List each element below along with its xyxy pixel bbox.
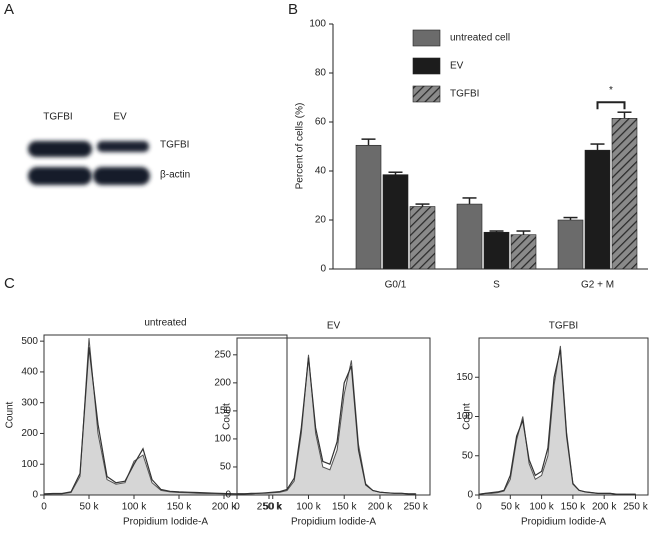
- legend-swatch: [412, 85, 441, 103]
- y-tick-label: 20: [315, 215, 327, 226]
- area: [236, 354, 417, 496]
- x-tick-label: 200 k: [592, 502, 617, 513]
- panel-label: C: [4, 275, 15, 292]
- x-tick-label: 100 k: [122, 502, 147, 513]
- y-axis-label: Count: [462, 403, 473, 430]
- line: [237, 357, 416, 495]
- y-axis-label: Count: [5, 401, 16, 428]
- x-tick-label: G2 + M: [581, 280, 614, 291]
- x-tick-label: 0: [234, 502, 240, 513]
- y-tick-label: 100: [214, 434, 231, 445]
- bar: [355, 144, 382, 270]
- y-tick-label: 200: [214, 377, 231, 388]
- y-tick-label: 40: [315, 166, 327, 177]
- bar: [611, 118, 638, 270]
- x-tick-label: 150 k: [332, 502, 357, 513]
- bar: [382, 174, 409, 270]
- y-tick-label: 60: [315, 117, 327, 128]
- y-tick-label: 80: [315, 68, 327, 79]
- bar: [409, 206, 436, 270]
- x-tick-label: 150 k: [167, 502, 192, 513]
- bar: [483, 231, 510, 270]
- x-axis-label: Propidium Iodide-A: [291, 517, 376, 528]
- x-tick-label: 250 k: [623, 502, 648, 513]
- significance-bracket: [596, 101, 626, 110]
- lane-label: TGFBI: [43, 112, 72, 123]
- x-axis-label: Propidium Iodide-A: [521, 517, 606, 528]
- legend-label: untreated cell: [450, 33, 510, 44]
- x-tick-label: 200 k: [368, 502, 393, 513]
- line: [478, 349, 636, 495]
- x-tick-label: 0: [476, 502, 482, 513]
- plot-frame: [43, 334, 288, 496]
- chart-title: untreated: [144, 318, 186, 329]
- band: [28, 167, 92, 185]
- x-tick-label: 250 k: [257, 502, 282, 513]
- annotation: *: [609, 85, 613, 96]
- y-tick-label: 150: [214, 406, 231, 417]
- x-tick-label: 50 k: [501, 502, 521, 513]
- x-tick-label: 100 k: [296, 502, 321, 513]
- bar: [584, 149, 611, 270]
- y-tick-label: 200: [21, 428, 38, 439]
- y-tick-label: 0: [225, 490, 231, 501]
- chart-title: EV: [327, 321, 341, 332]
- area: [478, 345, 637, 496]
- band: [93, 167, 150, 185]
- panel-label: B: [288, 1, 298, 18]
- x-tick-label: 150 k: [561, 502, 586, 513]
- x-tick-label: 100 k: [529, 502, 554, 513]
- bar: [510, 234, 537, 270]
- blot: TGFBI EV TGFBI β-actin: [28, 112, 190, 185]
- y-tick-label: 300: [21, 397, 38, 408]
- bar: [456, 203, 483, 270]
- x-axis-label: Propidium Iodide-A: [123, 517, 208, 528]
- y-tick-label: 0: [467, 490, 473, 501]
- line: [43, 347, 270, 495]
- row-label: β-actin: [160, 170, 190, 181]
- plot-frame: [236, 337, 431, 496]
- band: [97, 141, 149, 152]
- y-tick-label: 150: [456, 372, 473, 383]
- legend-label: TGFBI: [450, 89, 479, 100]
- x-tick-label: G0/1: [385, 280, 407, 291]
- y-tick-label: 400: [21, 367, 38, 378]
- y-tick-label: 500: [21, 336, 38, 347]
- y-tick-label: 100: [456, 411, 473, 422]
- legend-swatch: [412, 29, 441, 47]
- row-label: TGFBI: [160, 140, 189, 151]
- x-tick-label: 0: [41, 502, 47, 513]
- legend-swatch: [412, 57, 441, 75]
- x-tick-label: S: [493, 280, 500, 291]
- panel-label: A: [4, 1, 14, 18]
- y-tick-label: 100: [21, 459, 38, 470]
- y-axis-label: Count: [222, 403, 233, 430]
- lane-label: EV: [113, 112, 127, 123]
- x-tick-label: 50 k: [80, 502, 100, 513]
- area: [43, 338, 270, 496]
- y-tick-label: 250: [214, 349, 231, 360]
- y-tick-label: 0: [32, 490, 38, 501]
- legend-label: EV: [450, 61, 464, 72]
- bar: [557, 219, 584, 270]
- band: [28, 141, 92, 157]
- y-tick-label: 0: [320, 264, 326, 275]
- x-tick-label: 200 k: [212, 502, 237, 513]
- y-axis-label: Percent of cells (%): [295, 103, 306, 190]
- y-tick-label: 50: [462, 450, 474, 461]
- x-tick-label: 50 k: [263, 502, 283, 513]
- y-tick-label: 50: [220, 462, 232, 473]
- x-tick-label: 250 k: [403, 502, 428, 513]
- y-tick-label: 100: [309, 19, 326, 30]
- chart-title: TGFBI: [549, 321, 578, 332]
